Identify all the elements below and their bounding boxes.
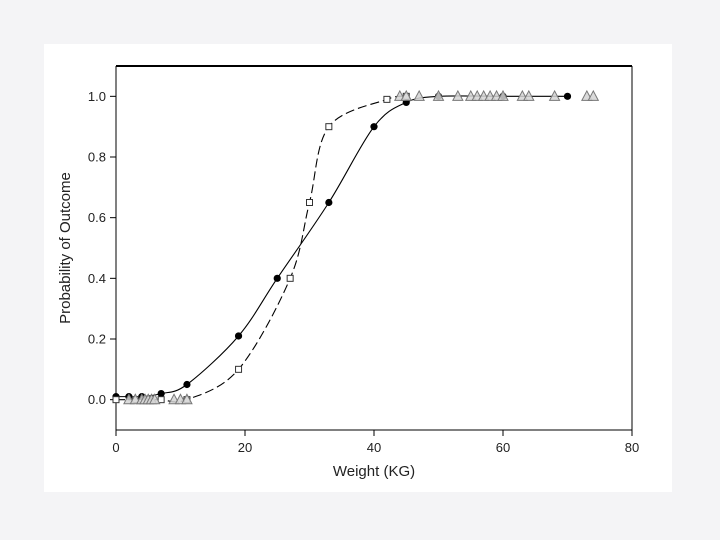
series-1-point — [563, 92, 572, 100]
probability-chart: 0 20 40 60 800.00.20.40.60.81.0 Weight (KG) … — [57, 65, 639, 480]
series-1-point — [157, 390, 165, 398]
y-axis-label: Probability of Outcome — [57, 172, 74, 324]
slide-panel: 0 20 40 60 80 0.0 0.2 0.4 0.6 0.8 1.0 Weight (KG) … — [44, 44, 672, 492]
series-1-point — [325, 198, 333, 207]
x-tick-label: 40 — [367, 440, 381, 455]
x-tick-label: 20 — [238, 440, 252, 455]
x-axis-label: Weight (KG) — [333, 463, 415, 480]
series-3-point — [400, 89, 413, 101]
series-1-point — [370, 123, 378, 131]
series-3-point — [497, 89, 509, 101]
series-2-point — [306, 199, 313, 206]
series-3-point — [587, 89, 600, 101]
x-tick-label: 0 — [112, 440, 119, 455]
series-2-point — [286, 274, 294, 282]
series-1-curve — [115, 95, 568, 398]
series-1-point — [273, 274, 281, 282]
series-3-point — [181, 393, 193, 405]
series-1-point — [234, 332, 243, 340]
series-2-point — [235, 365, 243, 373]
series-3-point — [413, 89, 425, 101]
tick-labels: 0 20 40 60 80 0.0 0.2 0.4 0.6 0.8 1.0 — [88, 89, 639, 455]
y-tick-label: 0.6 — [88, 210, 106, 225]
series-2-point — [157, 396, 165, 404]
x-tick-label: 60 — [496, 440, 510, 455]
series-3-point — [452, 89, 464, 101]
series-2-point — [112, 396, 120, 404]
series-2-point — [383, 95, 391, 103]
series-1-point — [183, 380, 191, 389]
series-3-point — [432, 89, 445, 101]
x-tick-label: 80 — [625, 440, 639, 455]
series-3-point — [548, 89, 561, 101]
y-tick-label: 0.0 — [88, 392, 106, 407]
series-3-point — [522, 89, 535, 101]
series-3-point — [148, 393, 161, 405]
series-2-curve — [116, 95, 407, 403]
axes — [110, 65, 633, 436]
markers — [112, 89, 600, 405]
y-tick-label: 0.8 — [88, 150, 106, 165]
series-2-point — [325, 123, 333, 131]
y-tick-label: 0.2 — [88, 332, 106, 347]
y-tick-label: 1.0 — [88, 89, 106, 104]
curves — [115, 95, 568, 403]
y-tick-label: 0.4 — [88, 271, 106, 286]
